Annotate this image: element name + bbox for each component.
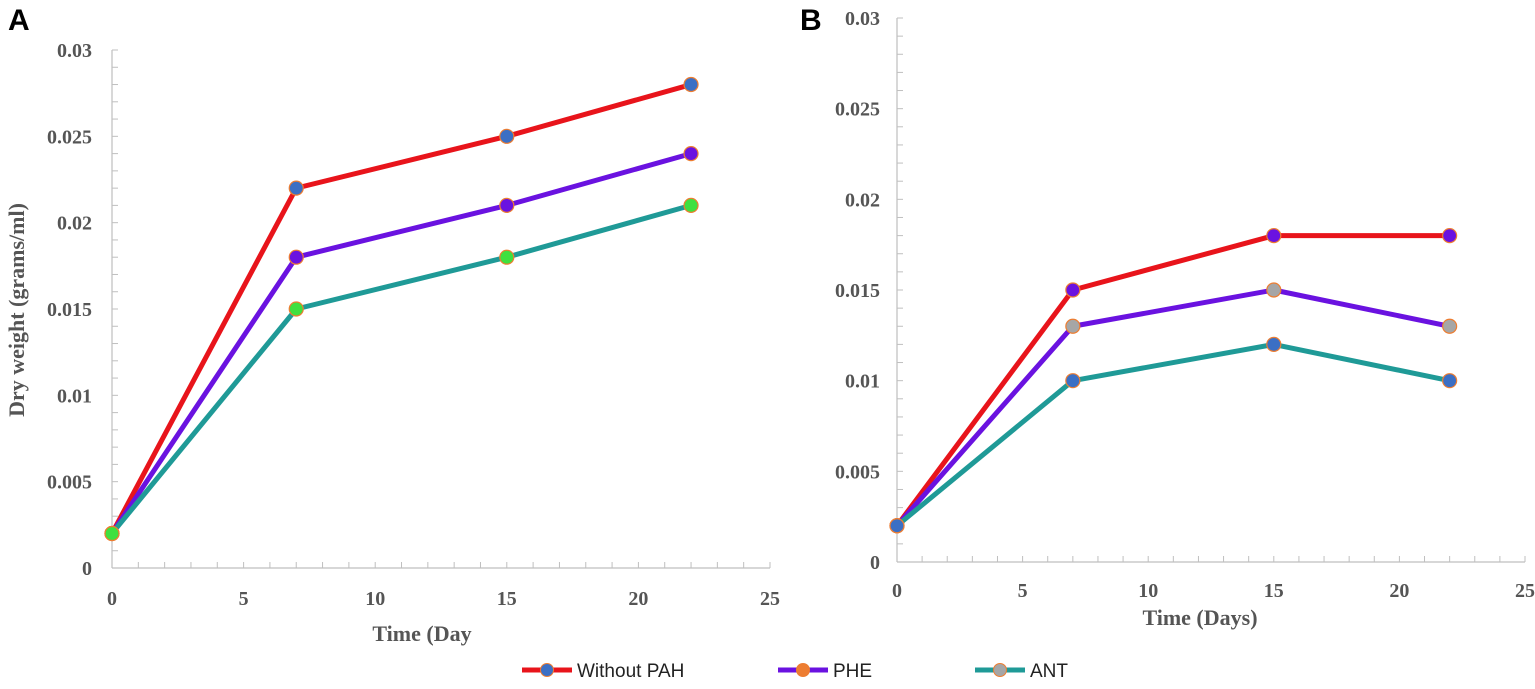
panel-a-point-ant [288,301,304,317]
panel-b-point-without-pah [1266,228,1282,244]
panel-a-point-phe [288,249,304,265]
panel-b-x-tick-label: 10 [1138,580,1158,602]
panel-b-axes [896,17,1526,563]
panel-a-point-ant [499,249,515,265]
panel-b-x-tick-label: 5 [1018,580,1028,602]
panel-b: B 0 0.005 0.01 0.015 0.02 0.025 0.03 0 5 10 15 20 2… [800,4,1535,630]
panel-a-line-phe [109,151,694,536]
panel-a-y-tick-label: 0.01 [57,385,92,407]
panel-b-y-tick-label: 0.01 [845,371,880,393]
panel-a-x-tick-label: 15 [497,588,517,610]
panel-b-y-tick-label: 0.02 [845,189,880,211]
panel-a-point-phe [499,197,515,213]
legend-marker-without-pah [540,663,554,677]
panel-a-point-phe [683,146,699,162]
panel-b-y-tick-label: 0.03 [845,8,880,30]
panel-b-point-ant [1442,373,1458,389]
panel-a-x-tick-label: 20 [628,588,648,610]
panel-b-line-without-pah [894,233,1453,529]
panel-b-y-tick-label: 0.025 [835,99,880,121]
panel-a-point-ant [104,525,120,542]
panel-a-y-tick-label: 0 [82,558,92,580]
panel-b-line-ant [894,341,1453,529]
panel-b-x-tick-label: 15 [1264,580,1284,602]
panel-a-y-tick-label: 0.025 [47,126,92,148]
panel-b-point-without-pah [1442,228,1458,244]
panel-b-point-ant [889,518,905,534]
legend: Without PAH PHE ANT [522,661,1068,682]
panel-b-y-tick-label: 0.005 [835,461,880,483]
panel-a-line-without-pah [109,82,694,536]
panel-a-y-tick-label: 0.02 [57,213,92,235]
panel-a-x-tick-label: 25 [760,588,780,610]
panel-a-axes [111,49,771,569]
panel-b-point-ant [1266,336,1282,352]
panel-a-y-tick-label: 0.03 [57,40,92,62]
panel-a-x-tick-label: 5 [239,588,249,610]
panel-b-y-tick-label: 0.015 [835,280,880,302]
panel-b-x-ticks: 0 5 10 15 20 25 [892,580,1535,602]
panel-a-point-without-pah [499,128,515,144]
panel-a-y-tick-label: 0.005 [47,472,92,494]
panel-b-point-without-pah [1065,282,1081,298]
panel-a-x-tick-label: 0 [107,588,117,610]
panel-b-x-axis-title: Time (Days) [1142,605,1257,630]
panel-b-x-tick-label: 0 [892,580,902,602]
panel-b-y-ticks: 0 0.005 0.01 0.015 0.02 0.025 0.03 [835,8,880,574]
panel-a-x-ticks: 0 5 10 15 20 25 [107,588,780,610]
panel-a-y-axis-title: Dry weight (grams/ml) [4,203,29,417]
panel-a-letter: A [8,4,30,37]
panel-b-line-phe [894,287,1453,529]
panel-a-x-tick-label: 10 [365,588,385,610]
legend-marker-ant [993,663,1007,677]
panel-a-x-axis-title: Time (Day [372,621,471,646]
panel-a-series [104,76,699,542]
panel-b-point-phe [1266,282,1282,298]
panel-b-point-ant [1065,373,1081,389]
panel-b-x-tick-label: 25 [1515,580,1535,602]
legend-label-without-pah: Without PAH [577,661,684,682]
panel-a-y-ticks: 0 0.005 0.01 0.015 0.02 0.025 0.03 [47,40,92,580]
panel-a-point-ant [683,197,699,213]
panel-b-point-phe [1065,318,1081,334]
panel-a-y-tick-label: 0.015 [47,299,92,321]
panel-b-point-phe [1442,318,1458,334]
panel-b-y-tick-label: 0 [870,552,880,574]
panel-a-point-without-pah [683,76,699,93]
panel-b-x-tick-label: 20 [1389,580,1409,602]
legend-label-phe: PHE [833,661,872,682]
panel-a-point-without-pah [288,180,304,196]
legend-label-ant: ANT [1030,661,1068,682]
legend-marker-phe [796,663,810,677]
panel-b-letter: B [800,4,822,37]
panel-a-line-ant [109,202,694,536]
panel-b-series [889,228,1458,534]
panel-a: A 0 0.005 0.01 0.015 0.02 0.025 0.03 0 5 10 15 20 2… [4,4,780,646]
